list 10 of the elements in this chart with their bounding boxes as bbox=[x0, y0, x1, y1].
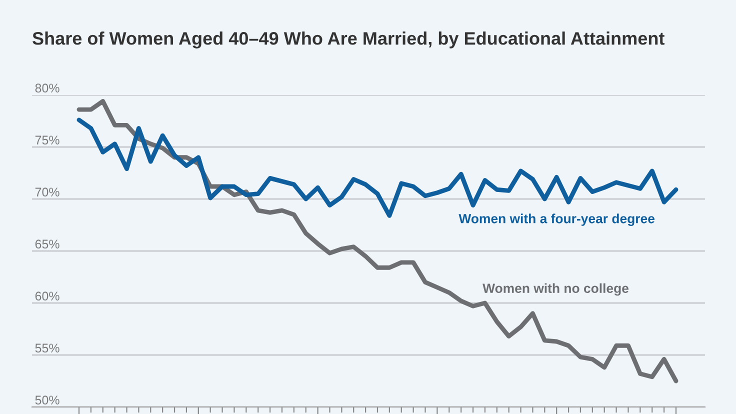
y-tick-label: 75% bbox=[35, 136, 60, 145]
y-tick-label: 50% bbox=[35, 396, 60, 405]
series-label: Women with no college bbox=[482, 283, 628, 296]
y-tick-label: 65% bbox=[35, 240, 60, 249]
y-tick-label: 70% bbox=[35, 188, 60, 197]
y-tick-label: 80% bbox=[35, 84, 60, 93]
series-label: Women with a four-year degree bbox=[458, 214, 654, 226]
chart-title: Share of Women Aged 40–49 Who Are Married, by Educational Attainment bbox=[32, 32, 664, 48]
y-tick-label: 60% bbox=[35, 292, 60, 301]
y-tick-label: 55% bbox=[35, 344, 60, 353]
